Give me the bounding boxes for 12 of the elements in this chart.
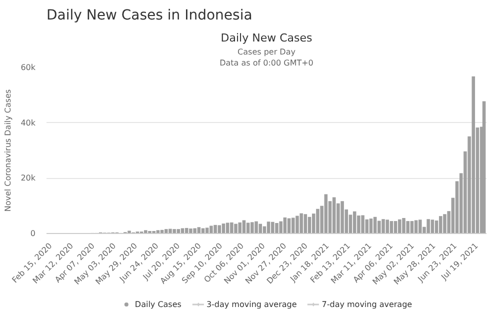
y-tick-label: 0 bbox=[30, 229, 36, 238]
legend-label: 7-day moving average bbox=[322, 300, 412, 308]
legend-label: Daily Cases bbox=[134, 300, 182, 308]
annotation: Data as of 0:00 GMT+0 bbox=[220, 58, 314, 68]
chart-subtitle: Daily New Cases bbox=[220, 32, 313, 44]
chart-title: Daily New Cases in Indonesia bbox=[46, 8, 252, 24]
y-tick-label: 60k bbox=[20, 63, 36, 72]
y-axis-title: Novel Coronavirus Daily Cases bbox=[4, 89, 13, 212]
text: Cases per Day bbox=[238, 48, 296, 56]
y-tick-label: 40k bbox=[20, 118, 36, 128]
y-tick-label: 20k bbox=[20, 174, 36, 183]
legend-label: 3-day moving average bbox=[206, 300, 297, 308]
